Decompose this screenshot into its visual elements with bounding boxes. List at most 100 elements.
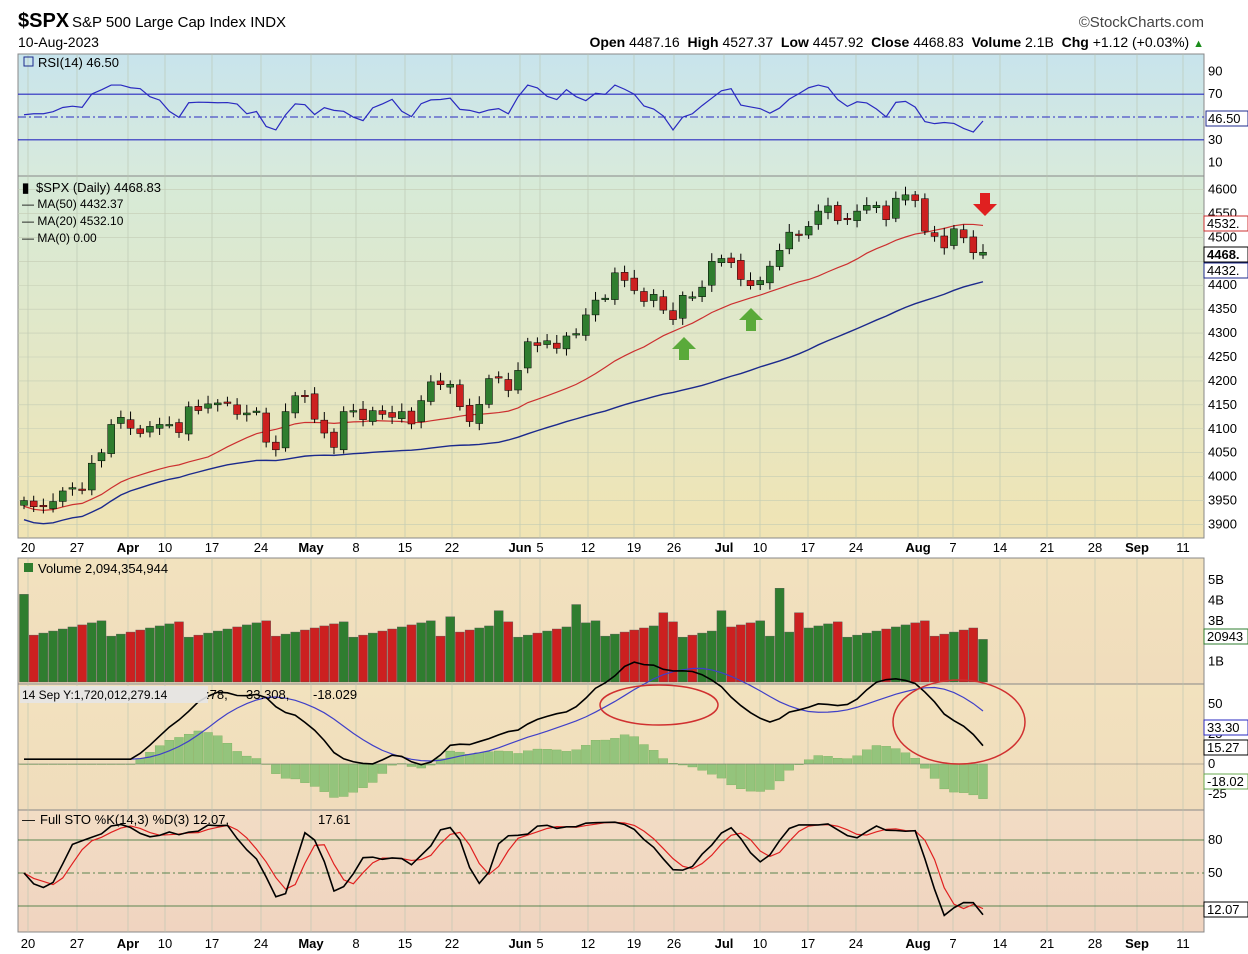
volume-bar — [648, 625, 659, 683]
x-tick-label: 20 — [21, 936, 35, 951]
candle-body — [378, 410, 387, 415]
macd-hist-bar — [842, 758, 853, 765]
macd-hist-bar — [920, 763, 930, 769]
candle-body — [514, 370, 522, 391]
macd-hist-bar — [503, 751, 513, 765]
up-arrow-icon — [672, 337, 696, 360]
ma50-value-box: 4432. — [1207, 263, 1240, 278]
x-tick-label: 10 — [158, 936, 172, 951]
volume-bar — [271, 635, 281, 683]
rsi-plot — [18, 84, 1204, 141]
volume-bar — [397, 626, 407, 683]
macd-hist-bar — [135, 758, 145, 765]
macd-hist-bar — [697, 763, 707, 771]
rsi-label: RSI(14) 46.50 — [38, 55, 119, 70]
macd-hist-bar — [610, 738, 620, 765]
volume-bar — [242, 624, 252, 683]
macd-hist-bar — [193, 730, 204, 765]
candle-body — [223, 401, 232, 404]
candle-body — [688, 296, 697, 299]
candle-body — [465, 405, 474, 422]
macd-hist-bar — [406, 763, 417, 767]
x-tick-label: Sep — [1125, 540, 1149, 555]
x-tick-label: 24 — [254, 540, 268, 555]
candle-body — [29, 500, 38, 507]
quote-line: Open 4487.16 High 4527.37 Low 4457.92 Cl… — [589, 34, 1204, 50]
sto-tick-label: 50 — [1208, 865, 1222, 880]
candle-body — [921, 198, 929, 232]
candle-body — [678, 295, 687, 319]
candle-body — [930, 232, 939, 237]
candle-body — [388, 412, 396, 418]
sto-d-value: 17.61 — [318, 812, 351, 827]
macd-hist-bar — [978, 763, 988, 799]
highlight-ellipse — [599, 684, 719, 726]
candle-body — [523, 341, 532, 369]
volume-bar — [716, 610, 727, 683]
candle-body — [417, 400, 425, 422]
volume-bar — [571, 604, 581, 683]
macd-hist-bar — [203, 732, 213, 765]
candle-body — [136, 428, 144, 434]
macd-line — [24, 661, 984, 766]
volume-bar — [280, 633, 291, 683]
sto-panel — [17, 809, 1205, 933]
close-value-box: 4468. — [1207, 247, 1240, 262]
volume-bar — [493, 610, 504, 683]
volume-tick-label: 3B — [1208, 613, 1224, 628]
candle-body — [727, 257, 735, 264]
candle-body — [795, 233, 803, 236]
volume-bar — [629, 629, 639, 683]
volume-bar — [784, 631, 794, 683]
brand-logo: ©StockCharts.com — [1078, 14, 1204, 31]
candle-body — [39, 505, 48, 508]
macd-hist-bar — [290, 763, 300, 780]
candle-body — [301, 395, 309, 398]
candle-body — [262, 412, 270, 443]
macd-hist-bar — [823, 756, 833, 765]
candle-body — [494, 376, 503, 379]
candle-body — [708, 261, 716, 286]
candle-body — [630, 277, 639, 291]
candle-body — [959, 229, 968, 239]
candle-body — [204, 403, 212, 409]
volume-bar — [542, 630, 552, 683]
candle-body — [175, 422, 183, 433]
macd-hist-bar — [716, 763, 727, 779]
price-tick-label: 4000 — [1208, 469, 1237, 484]
price-tick-label: 4300 — [1208, 325, 1237, 340]
macd-hist-bar — [561, 751, 572, 765]
x-tick-label: 15 — [398, 936, 412, 951]
candle-body — [698, 286, 706, 297]
macd-hist-bar — [309, 763, 320, 787]
macd-hist-bar — [958, 763, 969, 793]
macd-hist-bar — [242, 755, 252, 765]
macd-hist-bar — [900, 752, 911, 765]
rsi-value-box: 46.50 — [1208, 111, 1241, 126]
macd-hist-bar — [833, 758, 843, 765]
volume-bar — [251, 622, 262, 683]
candle-body — [291, 395, 299, 414]
volume-bar — [213, 630, 223, 683]
macd-hist-bar — [648, 750, 659, 765]
candle-body — [88, 462, 96, 491]
x-tick-label: 21 — [1040, 936, 1054, 951]
volume-bar — [145, 627, 155, 683]
volume-bar — [125, 631, 136, 683]
volume-bar — [929, 635, 940, 683]
candle-body — [68, 487, 77, 490]
macd-hist-bar — [774, 763, 785, 782]
volume-bar — [174, 621, 184, 683]
sto-tick-label: 80 — [1208, 832, 1222, 847]
volume-bar — [203, 632, 213, 683]
macd-hist-bar — [552, 749, 562, 765]
macd-hist-bar — [271, 763, 281, 774]
macd-tick-label: 0 — [1208, 756, 1215, 771]
volume-bar — [755, 620, 765, 683]
macd-hist-bar — [368, 763, 378, 783]
candle-body — [582, 314, 590, 336]
volume-bar — [513, 636, 523, 683]
rsi-line — [23, 84, 984, 133]
price-tick-label: 4100 — [1208, 421, 1237, 436]
